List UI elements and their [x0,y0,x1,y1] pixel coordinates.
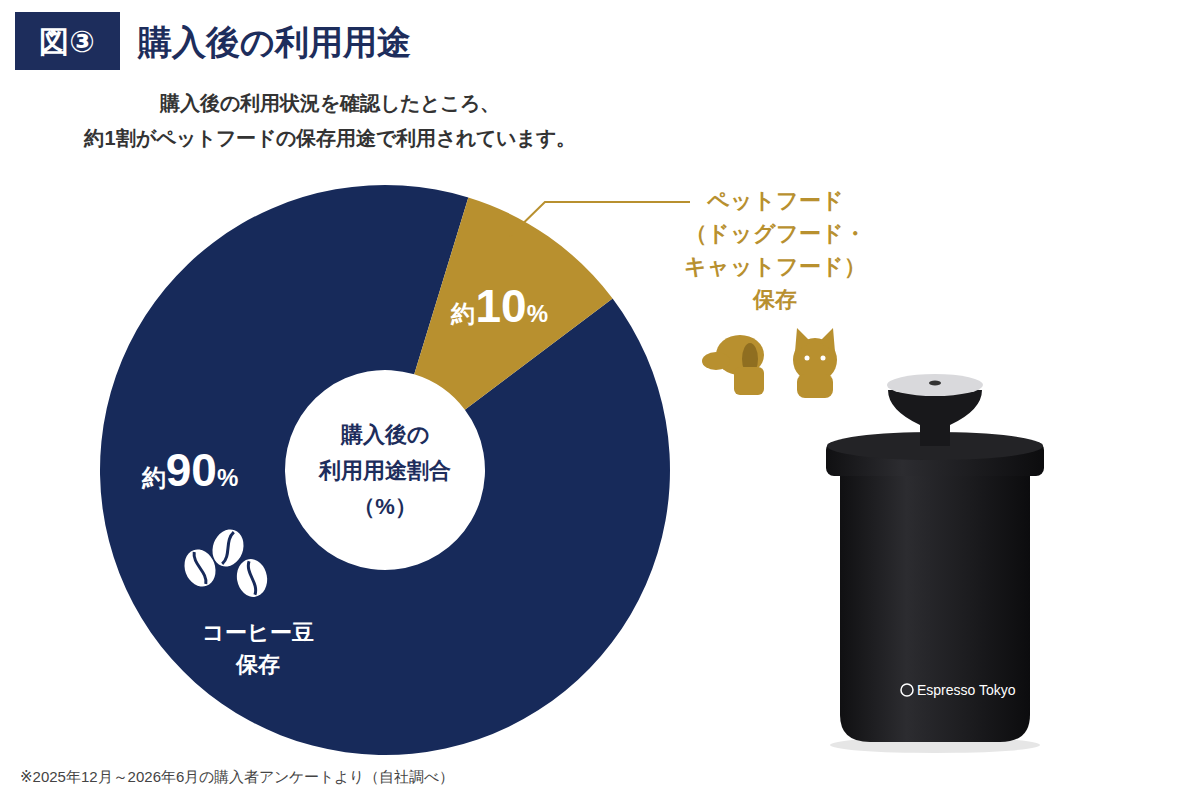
cat-eye [821,356,826,361]
cat-eye [805,356,810,361]
pet-icon [702,328,837,398]
bean-line [221,531,236,564]
product: Espresso Tokyo [826,374,1044,753]
subtitle: 購入後の利用状況を確認したところ、 [159,92,500,114]
chart: 図③ 購入後の利用用途購入後の利用状況を確認したところ、約1割がペットフードの保存… [0,0,1200,800]
bean-icon [179,525,270,599]
category-label: ペットフード（ドッグフード・キャットフード）保存 [684,188,866,312]
bean-line [193,551,208,584]
data-label: 約10% [450,280,548,332]
title: 購入後の利用用途 [137,23,411,61]
center-label: 購入後の [340,422,430,447]
center-label: 利用用途割合 [318,458,451,483]
cat-ears [795,328,835,352]
product-knob [888,390,982,446]
dog-body [734,367,764,395]
product-label: Espresso Tokyo [917,682,1016,698]
bean [234,557,270,600]
slice [100,185,670,755]
product-valve [929,381,941,386]
product-body [840,470,1030,742]
product-knob-top [887,374,983,396]
note: ※2025年12月～2026年6月の購入者アンケートより（自社調べ） [20,768,454,785]
slice [414,197,612,409]
category-label: コーヒー豆保存 [202,620,314,677]
donut: 購入後の利用用途割合 （%） 約90% 約10% [100,185,670,755]
subtitle: 約1割がペットフードの保存用途で利用されています。 [83,127,575,150]
leader-line [510,202,690,236]
data-label: 約90% [141,444,239,496]
bean-line [247,561,256,595]
dog-snout [702,352,730,370]
cat-body [797,374,833,398]
badge [15,12,120,70]
center-label: （%） [353,494,417,519]
product-logo [901,684,913,696]
figure-label: 図③ [39,25,94,58]
